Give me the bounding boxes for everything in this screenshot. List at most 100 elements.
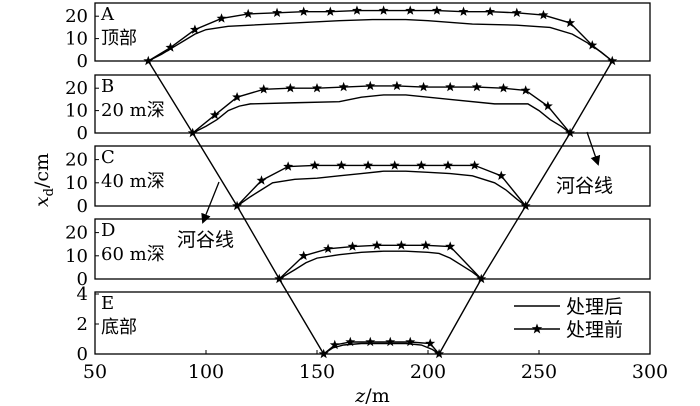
data-point-star bbox=[443, 160, 453, 170]
panel-depth-label: 底部 bbox=[101, 317, 137, 338]
data-point-star bbox=[538, 9, 549, 20]
data-point-star bbox=[511, 7, 522, 18]
data-point-star bbox=[272, 7, 282, 18]
y-tick-label: 0 bbox=[77, 344, 88, 365]
y-tick-label: 20 bbox=[65, 150, 88, 171]
data-point-star bbox=[389, 160, 400, 170]
panel-letter: C bbox=[101, 147, 115, 168]
data-point-star bbox=[365, 80, 376, 91]
data-point-star bbox=[347, 241, 358, 251]
series-line-before bbox=[278, 244, 482, 280]
valley-line-left bbox=[147, 60, 325, 355]
data-point-star bbox=[345, 336, 356, 347]
data-point-star bbox=[431, 5, 442, 15]
data-point-star bbox=[232, 91, 243, 102]
series-line-after bbox=[323, 342, 440, 355]
panel-letter: D bbox=[101, 220, 115, 241]
x-tick-label: 200 bbox=[410, 361, 446, 383]
data-point-star bbox=[336, 160, 347, 170]
data-point-star bbox=[329, 339, 340, 350]
data-point-star bbox=[385, 336, 396, 347]
data-point-star bbox=[363, 160, 374, 170]
data-point-star bbox=[189, 24, 200, 34]
data-point-star bbox=[216, 13, 227, 23]
series-line-after bbox=[278, 250, 482, 280]
panel-letter: B bbox=[101, 76, 114, 97]
y-tick-label: 20 bbox=[65, 6, 88, 27]
x-tick-label: 100 bbox=[188, 361, 224, 383]
data-point-star bbox=[485, 6, 496, 16]
data-point-star bbox=[418, 81, 429, 92]
panel-depth-label: 60 m深 bbox=[101, 244, 165, 265]
data-point-star bbox=[143, 55, 154, 66]
panel-depth-label: 40 m深 bbox=[101, 171, 165, 192]
data-point-star bbox=[391, 80, 402, 91]
annotation-arrow-right bbox=[586, 131, 601, 166]
panel-E: 0 2 4 E 底部 bbox=[77, 284, 651, 365]
y-tick-label: 4 bbox=[77, 284, 88, 305]
x-axis-label-unit: /m bbox=[365, 385, 389, 406]
data-point-star bbox=[587, 40, 598, 50]
data-point-star bbox=[323, 243, 334, 254]
data-point-star bbox=[445, 241, 456, 251]
valley-line-right bbox=[438, 60, 613, 355]
y-tick-label: 20 bbox=[65, 78, 88, 99]
data-point-star bbox=[325, 6, 336, 16]
annotation-valley-right: 河谷线 bbox=[556, 175, 613, 197]
data-point-star bbox=[405, 5, 416, 15]
y-tick-label: 20 bbox=[65, 223, 88, 244]
data-point-star bbox=[425, 338, 436, 348]
data-point-star bbox=[365, 336, 376, 347]
x-tick-label: 50 bbox=[83, 361, 107, 383]
data-point-star bbox=[416, 160, 427, 170]
data-point-star bbox=[445, 81, 456, 92]
data-point-star bbox=[420, 240, 431, 250]
y-axis-label-var: x bbox=[31, 196, 53, 207]
data-point-star bbox=[298, 6, 309, 16]
data-point-star bbox=[520, 85, 531, 95]
annotation-arrow-left bbox=[201, 181, 220, 224]
data-point-star bbox=[309, 160, 320, 170]
legend-label-before: 处理前 bbox=[566, 319, 623, 341]
y-tick-label: 10 bbox=[65, 246, 88, 267]
y-tick-label: 10 bbox=[65, 29, 88, 50]
series-line-before bbox=[236, 164, 527, 207]
y-tick-label: 0 bbox=[77, 123, 88, 144]
data-point-star bbox=[285, 83, 296, 93]
valley-lines-layer bbox=[147, 60, 613, 355]
y-tick-label: 0 bbox=[77, 51, 88, 72]
data-point-star bbox=[565, 17, 576, 28]
y-axis-label-sub: d bbox=[42, 188, 57, 196]
y-tick-label: 10 bbox=[65, 101, 88, 122]
data-point-star bbox=[258, 84, 269, 94]
data-point-star bbox=[298, 250, 309, 261]
series-line-before bbox=[147, 9, 613, 62]
legend-star-marker bbox=[531, 323, 543, 334]
data-point-star bbox=[498, 83, 509, 93]
series-line-after bbox=[192, 94, 571, 134]
data-point-star bbox=[243, 8, 254, 19]
series-line-after bbox=[236, 170, 527, 207]
series-line-after bbox=[147, 18, 613, 62]
x-tick-label: 300 bbox=[632, 361, 668, 383]
data-point-star bbox=[165, 42, 176, 52]
panel-frame bbox=[94, 218, 651, 280]
data-point-star bbox=[458, 6, 469, 16]
y-axis-label: xd/cm bbox=[31, 153, 57, 207]
panel-frame bbox=[94, 2, 651, 62]
x-tick-label: 150 bbox=[299, 361, 335, 383]
y-axis-label-unit: /cm bbox=[31, 153, 53, 188]
panel-frame bbox=[94, 291, 651, 355]
data-point-star bbox=[312, 83, 322, 93]
panel-letter: E bbox=[101, 293, 114, 314]
panel-letter: A bbox=[100, 4, 115, 25]
x-axis-label: z/m bbox=[354, 385, 389, 406]
y-tick-label: 10 bbox=[65, 173, 88, 194]
